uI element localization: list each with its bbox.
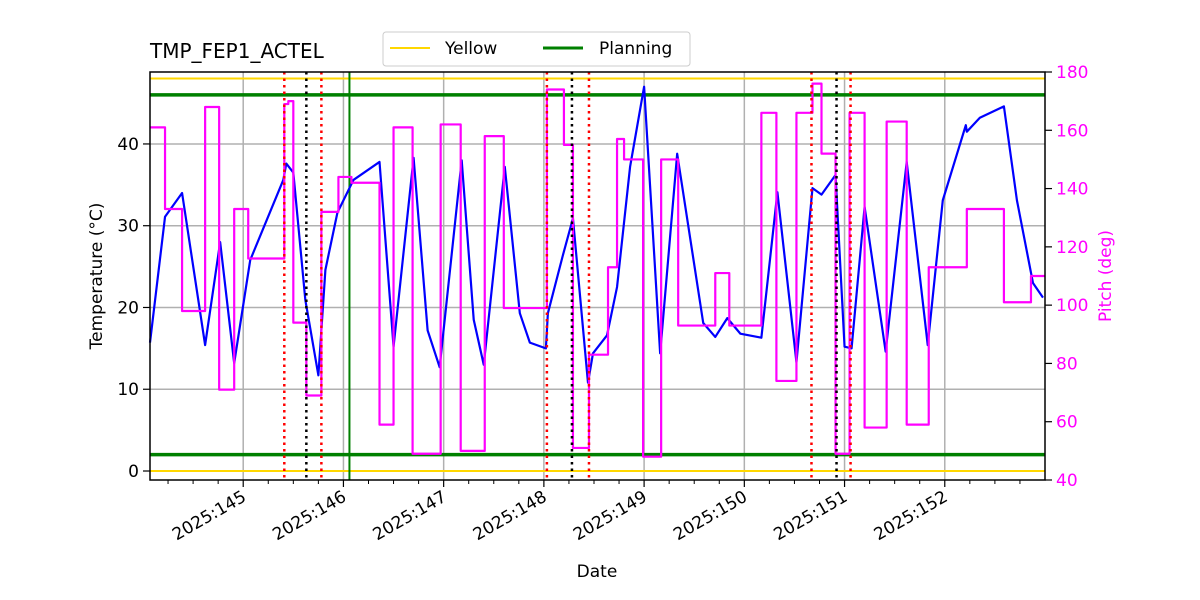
plot-frame bbox=[149, 71, 1046, 481]
y-tick-label: 40 bbox=[117, 135, 139, 155]
y2-tick-label: 60 bbox=[1056, 413, 1078, 433]
legend-box bbox=[382, 31, 691, 67]
y2-tick-label: 120 bbox=[1056, 238, 1088, 258]
legend-label-yellow: Yellow bbox=[444, 39, 497, 59]
y2-tick-label: 180 bbox=[1056, 63, 1088, 83]
legend-label-planning: Planning bbox=[599, 39, 672, 59]
x-tick-label: 2025:147 bbox=[370, 487, 451, 545]
event-lines bbox=[283, 72, 852, 480]
y2-tick-label: 80 bbox=[1056, 354, 1078, 374]
x-axis-label: Date bbox=[577, 562, 618, 582]
y2-tick-label: 160 bbox=[1056, 121, 1088, 141]
axes: 2025:145 2025:146 2025:147 2025:148 2025:149… bbox=[117, 63, 1088, 545]
x-tick-label: 2025:151 bbox=[771, 487, 852, 545]
y-tick-label: 0 bbox=[128, 462, 139, 482]
x-tick-label: 2025:146 bbox=[269, 487, 350, 545]
y-tick-label: 30 bbox=[117, 217, 139, 237]
series-layer bbox=[148, 82, 1045, 458]
x-tick-label: 2025:148 bbox=[470, 487, 551, 545]
chart-title: TMP_FEP1_ACTEL bbox=[149, 39, 325, 63]
y2-tick-label: 100 bbox=[1056, 296, 1088, 316]
y2-axis-label: Pitch (deg) bbox=[1096, 230, 1116, 322]
y-tick-label: 10 bbox=[117, 380, 139, 400]
x-tick-label: 2025:150 bbox=[670, 487, 751, 545]
x-tick-label: 2025:145 bbox=[169, 487, 250, 545]
series-line-pitch bbox=[150, 82, 1045, 458]
x-tick-label: 2025:149 bbox=[570, 487, 651, 545]
legend: Yellow Planning bbox=[382, 31, 691, 67]
y-axis-label: Temperature (°C) bbox=[87, 203, 107, 351]
y-tick-label: 20 bbox=[117, 298, 139, 318]
y2-tick-label: 140 bbox=[1056, 180, 1088, 200]
y2-tick-label: 40 bbox=[1056, 471, 1078, 491]
x-tick-label: 2025:152 bbox=[871, 487, 952, 545]
limit-lines bbox=[150, 72, 1045, 480]
